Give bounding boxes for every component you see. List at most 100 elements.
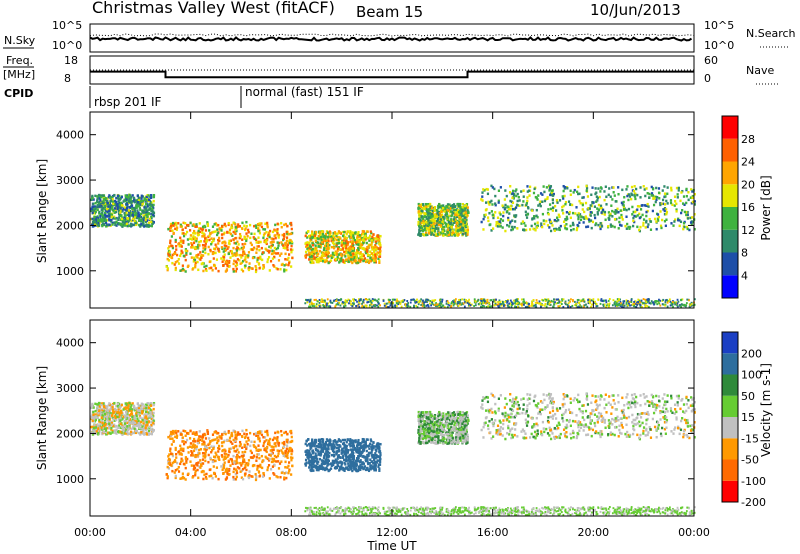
power-cell [572, 191, 575, 194]
power-cell [528, 305, 531, 308]
power-cell [127, 221, 130, 224]
power-cell [187, 223, 190, 227]
power-cell [531, 303, 534, 306]
power-cell [311, 233, 314, 236]
power-cell [131, 213, 134, 217]
power-cell [190, 246, 193, 249]
power-cell [276, 228, 279, 231]
power-cell [524, 302, 526, 305]
power-cell [538, 300, 541, 303]
power-cell [310, 259, 313, 263]
power-cell [615, 210, 618, 213]
power-cell [495, 223, 498, 226]
power-cell [431, 299, 434, 302]
power-cell [222, 264, 225, 267]
power-cell [351, 261, 354, 265]
power-cell [365, 236, 368, 240]
power-cell [377, 235, 380, 239]
power-cell [464, 211, 468, 214]
velocity-cell [150, 423, 153, 427]
power-cell [277, 241, 281, 245]
power-cell [255, 251, 258, 254]
power-cell [422, 219, 425, 223]
power-cell [513, 207, 516, 211]
power-cell [200, 262, 203, 266]
power-cell [465, 206, 468, 210]
power-cell [629, 304, 631, 307]
power-cell [129, 198, 132, 201]
power-cell [492, 227, 495, 230]
power-cell [327, 255, 330, 258]
power-cell [428, 221, 431, 225]
power-cell [399, 302, 402, 305]
power-cell [643, 188, 646, 191]
power-cell [118, 216, 121, 219]
power-cell [350, 231, 354, 234]
power-cell [675, 301, 678, 304]
power-cell [111, 223, 114, 226]
power-cell [633, 302, 636, 305]
velocity-cell [101, 419, 104, 423]
power-cell [490, 305, 493, 308]
velocity-cell [133, 408, 137, 412]
power-cell [355, 255, 358, 258]
power-cell [618, 220, 621, 224]
power-cell [241, 227, 244, 231]
velocity-cell [101, 426, 104, 430]
power-cell [111, 196, 114, 199]
power-cell [358, 302, 361, 305]
velocity-cell [121, 428, 124, 432]
power-cell [648, 192, 651, 196]
power-cell [426, 226, 429, 230]
power-cell [108, 202, 112, 205]
power-cell [367, 301, 370, 304]
power-cell [434, 304, 437, 307]
velocity-cell [113, 407, 117, 411]
power-cell [181, 264, 184, 267]
power-cell [329, 299, 332, 302]
power-cell [238, 236, 242, 240]
power-cell [669, 304, 672, 307]
power-cell [466, 206, 469, 209]
power-cell [227, 252, 230, 256]
power-cell [307, 298, 310, 301]
power-cell [685, 211, 688, 214]
power-cell [420, 221, 423, 225]
power-cell [552, 194, 555, 197]
power-cell [548, 218, 551, 222]
power-cell [424, 205, 427, 208]
power-cell [217, 236, 221, 240]
power-cell [473, 298, 476, 301]
power-cell [223, 256, 226, 259]
power-cell [645, 210, 648, 214]
power-cell [328, 305, 331, 308]
power-cell [371, 257, 375, 261]
freq-panel: Freq. [MHz] 18 8 60 0 Nave [3, 54, 780, 85]
power-cell [448, 304, 451, 307]
power-cell [217, 269, 220, 273]
noise-panel: N.Sky 10^5 10^0 10^5 10^0 N.Search [3, 19, 796, 53]
velocity-cell [134, 431, 138, 435]
power-cell [626, 194, 629, 198]
power-cell [310, 252, 313, 256]
power-cell [562, 220, 566, 223]
power-cell [427, 305, 430, 308]
power-cell [366, 230, 369, 233]
power-cell [486, 216, 490, 219]
power-cell [309, 260, 312, 264]
power-cell [110, 218, 113, 222]
power-cell [535, 208, 538, 212]
power-cell [608, 187, 611, 190]
power-cell [337, 301, 340, 304]
power-cell [554, 227, 558, 231]
power-cell [232, 230, 235, 234]
power-cell [136, 209, 139, 212]
power-cell [257, 223, 260, 226]
power-cell [141, 223, 144, 227]
power-cell [340, 298, 343, 301]
power-cell [354, 251, 358, 255]
power-cell [281, 233, 284, 237]
power-cell [530, 303, 533, 306]
power-cell [287, 263, 290, 267]
power-cell [509, 302, 512, 305]
